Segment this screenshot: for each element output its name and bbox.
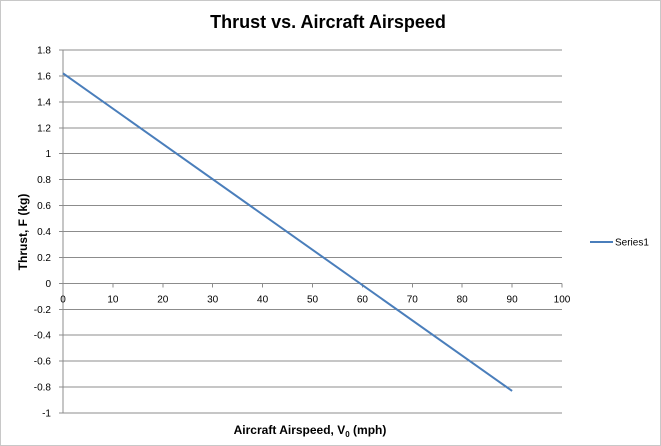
x-axis-title-unit: (mph) xyxy=(350,423,387,437)
y-tick-label: -0.2 xyxy=(34,305,52,316)
gridlines xyxy=(63,49,562,414)
y-tick-label: 0.4 xyxy=(37,227,51,238)
y-tick-labels: -1 -0.8 -0.6 -0.4 -0.2 0 0.2 0.4 0.6 0.8 1 1.2 1.4 1.… xyxy=(34,46,52,420)
x-tick-label: 60 xyxy=(357,294,369,305)
x-axis-title-main: Aircraft Airspeed, V xyxy=(234,423,346,437)
y-tick-label: 0 xyxy=(45,279,51,290)
y-tick-label: -1 xyxy=(42,409,51,420)
axes xyxy=(59,49,563,414)
x-axis-title: Aircraft Airspeed, V0 (mph) xyxy=(234,423,387,439)
legend-label: Series1 xyxy=(615,238,649,249)
x-tick-label: 100 xyxy=(554,294,571,305)
y-tick-label: 0.8 xyxy=(37,175,51,186)
x-tick-label: 0 xyxy=(60,294,66,305)
y-tick-label: 1 xyxy=(45,149,51,160)
legend: Series1 xyxy=(590,238,649,249)
series-line xyxy=(62,72,513,392)
y-tick-label: -0.4 xyxy=(34,331,52,342)
y-tick-label: -0.8 xyxy=(34,383,52,394)
series-lines xyxy=(62,72,513,392)
y-tick-label: 1.4 xyxy=(37,97,51,108)
x-tick-labels: 0 10 20 30 40 50 60 70 80 90 100 xyxy=(60,294,571,305)
x-tick-label: 90 xyxy=(507,294,519,305)
y-tick-label: -0.6 xyxy=(34,357,52,368)
y-tick-label: 0.2 xyxy=(37,253,51,264)
y-tick-label: 1.2 xyxy=(37,123,51,134)
chart-title: Thrust vs. Aircraft Airspeed xyxy=(210,12,446,32)
x-tick-label: 50 xyxy=(307,294,319,305)
x-tick-label: 30 xyxy=(207,294,219,305)
y-axis-title: Thrust, F (kg) xyxy=(16,194,30,271)
x-axis-title-subscript: 0 xyxy=(345,430,350,439)
y-tick-label: 0.6 xyxy=(37,201,51,212)
y-tick-label: 1.8 xyxy=(37,46,51,57)
x-tick-label: 40 xyxy=(257,294,269,305)
x-tick-label: 20 xyxy=(157,294,169,305)
x-tick-label: 10 xyxy=(107,294,119,305)
y-tick-label: 1.6 xyxy=(37,71,51,82)
x-tick-label: 70 xyxy=(407,294,419,305)
x-tick-label: 80 xyxy=(457,294,469,305)
